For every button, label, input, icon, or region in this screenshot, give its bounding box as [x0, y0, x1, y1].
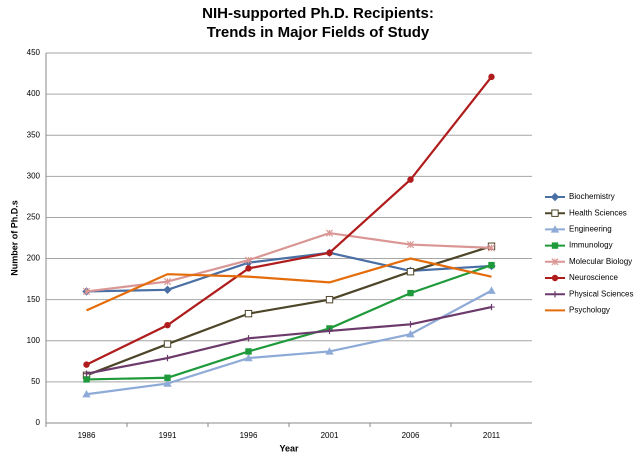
x-tick-label: 1996 [240, 431, 258, 440]
point-marker [245, 348, 252, 355]
series-line [86, 245, 492, 377]
x-tick-label: 2011 [483, 431, 501, 440]
point-marker [325, 295, 334, 304]
series-line [86, 257, 492, 312]
chart-title: NIH-supported Ph.D. Recipients: [202, 5, 434, 22]
series-line [86, 289, 493, 396]
x-tick-label: 1986 [78, 431, 96, 440]
y-tick-label: 250 [27, 213, 41, 222]
y-tick-label: 200 [27, 254, 41, 263]
legend-label: Health Sciences [569, 208, 627, 217]
point-marker [406, 240, 415, 249]
point-marker [163, 379, 172, 387]
point-marker [164, 321, 171, 329]
legend-label: Engineering [569, 225, 612, 234]
point-marker [488, 303, 495, 311]
legend-label: Molecular Biology [569, 257, 632, 266]
point-marker [488, 261, 495, 269]
legend-marker [551, 291, 559, 298]
series-line [86, 264, 492, 381]
point-marker [326, 249, 333, 256]
point-marker [163, 340, 172, 348]
legend-label: Physical Sciences [569, 289, 633, 298]
series-line [86, 305, 492, 375]
y-tick-label: 100 [27, 336, 41, 345]
legend-label: Immunology [569, 241, 613, 250]
series-line [86, 76, 493, 366]
legend-marker [551, 274, 559, 282]
point-marker [164, 374, 171, 381]
point-marker [244, 309, 253, 318]
point-marker [406, 330, 415, 338]
point-marker [488, 73, 495, 81]
legend-label: Psychology [569, 306, 610, 315]
point-marker [163, 277, 172, 286]
x-tick-label: 1991 [159, 431, 177, 440]
point-marker [244, 353, 253, 362]
y-tick-label: 400 [27, 89, 41, 98]
point-marker [164, 354, 171, 362]
point-marker [83, 361, 90, 368]
x-tick-label: 2006 [402, 431, 420, 440]
chart-title: Trends in Major Fields of Study [207, 24, 430, 41]
y-tick-label: 450 [27, 48, 41, 57]
series-line [86, 251, 492, 293]
point-marker [407, 321, 414, 328]
y-tick-label: 0 [36, 418, 41, 427]
y-tick-label: 300 [27, 171, 41, 180]
point-marker [326, 327, 333, 335]
point-marker [487, 286, 496, 294]
y-tick-label: 150 [27, 295, 41, 304]
point-marker [407, 289, 414, 297]
y-axis-title: Number of Ph.D.s [9, 200, 19, 276]
series-line [86, 231, 492, 293]
legend-label: Neuroscience [569, 273, 618, 282]
x-tick-label: 2001 [321, 431, 339, 440]
point-marker [163, 285, 172, 294]
legend-marker [551, 242, 559, 249]
point-marker [325, 229, 334, 237]
legend-marker [550, 192, 560, 202]
point-marker [245, 335, 252, 342]
y-tick-label: 50 [31, 377, 40, 386]
point-marker [245, 265, 252, 272]
legend-label: Biochemistry [569, 192, 615, 201]
point-marker [487, 244, 496, 252]
point-marker [325, 347, 334, 355]
point-marker [244, 256, 253, 264]
legend-marker [551, 209, 559, 217]
legend-marker [550, 225, 560, 233]
point-marker [83, 376, 90, 383]
legend-marker [551, 258, 559, 266]
point-marker [82, 390, 91, 398]
point-marker [407, 176, 414, 183]
point-marker [83, 370, 90, 377]
point-marker [406, 268, 415, 276]
y-tick-label: 350 [27, 130, 41, 139]
point-marker [82, 287, 91, 296]
x-axis-title: Year [279, 443, 299, 453]
